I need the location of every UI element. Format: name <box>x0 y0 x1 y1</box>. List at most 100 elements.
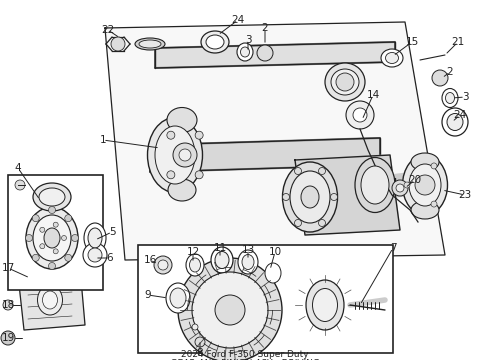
Ellipse shape <box>301 186 319 208</box>
Ellipse shape <box>355 158 395 212</box>
Circle shape <box>294 167 301 175</box>
Ellipse shape <box>283 162 338 232</box>
Ellipse shape <box>167 108 197 132</box>
Circle shape <box>392 180 408 196</box>
Ellipse shape <box>265 263 281 283</box>
Ellipse shape <box>88 228 102 248</box>
Circle shape <box>257 45 273 61</box>
Ellipse shape <box>306 280 344 330</box>
Ellipse shape <box>43 291 57 309</box>
Circle shape <box>195 131 203 139</box>
Circle shape <box>65 254 72 261</box>
Ellipse shape <box>170 288 186 308</box>
Circle shape <box>179 149 191 161</box>
Ellipse shape <box>331 69 359 95</box>
Ellipse shape <box>166 283 190 313</box>
Ellipse shape <box>361 166 389 204</box>
Text: 1: 1 <box>99 135 106 145</box>
Ellipse shape <box>445 93 455 104</box>
Ellipse shape <box>38 285 63 315</box>
Ellipse shape <box>290 171 330 223</box>
Ellipse shape <box>241 47 249 57</box>
Polygon shape <box>105 22 445 260</box>
Circle shape <box>25 234 32 242</box>
Ellipse shape <box>84 223 106 253</box>
Ellipse shape <box>411 153 439 171</box>
Ellipse shape <box>168 179 196 201</box>
Circle shape <box>283 194 290 201</box>
Text: 24: 24 <box>453 110 466 120</box>
Circle shape <box>167 171 175 179</box>
Circle shape <box>49 207 55 213</box>
Text: 15: 15 <box>405 37 418 47</box>
Text: 6: 6 <box>107 253 113 263</box>
Circle shape <box>396 184 404 192</box>
Circle shape <box>88 248 102 262</box>
Text: 7: 7 <box>390 243 396 253</box>
Polygon shape <box>155 42 395 68</box>
Circle shape <box>173 143 197 167</box>
Circle shape <box>330 194 338 201</box>
Circle shape <box>432 70 448 86</box>
Ellipse shape <box>215 252 229 269</box>
Text: 16: 16 <box>144 255 157 265</box>
Circle shape <box>353 108 367 122</box>
Circle shape <box>40 227 45 232</box>
Ellipse shape <box>206 35 224 49</box>
Circle shape <box>195 171 203 179</box>
Circle shape <box>83 243 107 267</box>
Ellipse shape <box>211 247 233 273</box>
Ellipse shape <box>381 49 403 67</box>
Text: 2: 2 <box>262 23 269 33</box>
Ellipse shape <box>442 108 468 136</box>
Circle shape <box>32 254 39 261</box>
Ellipse shape <box>44 228 60 248</box>
Polygon shape <box>295 155 400 235</box>
Text: 17: 17 <box>1 263 15 273</box>
Ellipse shape <box>402 155 447 215</box>
Ellipse shape <box>186 254 204 276</box>
Text: 2: 2 <box>447 67 453 77</box>
Ellipse shape <box>33 183 71 211</box>
Circle shape <box>318 167 325 175</box>
Circle shape <box>294 220 301 226</box>
Circle shape <box>40 244 45 249</box>
Circle shape <box>65 215 72 222</box>
Circle shape <box>15 180 25 190</box>
Text: 24: 24 <box>231 15 245 25</box>
Circle shape <box>431 163 437 169</box>
Circle shape <box>192 272 268 348</box>
Circle shape <box>195 337 205 347</box>
Circle shape <box>158 260 168 270</box>
Text: 11: 11 <box>213 243 227 253</box>
Circle shape <box>192 324 198 330</box>
Text: 22: 22 <box>101 25 115 35</box>
Text: 4: 4 <box>15 163 21 173</box>
Text: 21: 21 <box>451 37 465 47</box>
Circle shape <box>431 201 437 207</box>
Ellipse shape <box>201 31 229 53</box>
Circle shape <box>346 101 374 129</box>
Text: 14: 14 <box>367 90 380 100</box>
Circle shape <box>167 131 175 139</box>
Text: 3: 3 <box>462 92 468 102</box>
Ellipse shape <box>26 207 78 269</box>
Ellipse shape <box>139 40 161 48</box>
Ellipse shape <box>442 89 458 108</box>
Ellipse shape <box>238 250 258 274</box>
Circle shape <box>1 331 15 345</box>
Bar <box>138 245 393 353</box>
Text: 8: 8 <box>196 348 203 358</box>
Text: 2024 Ford F-350 Super Duty: 2024 Ford F-350 Super Duty <box>181 350 309 359</box>
Polygon shape <box>18 268 85 330</box>
Ellipse shape <box>33 215 71 261</box>
Circle shape <box>53 222 58 227</box>
Text: 12: 12 <box>186 247 199 257</box>
Ellipse shape <box>325 63 365 101</box>
Circle shape <box>178 258 282 360</box>
Circle shape <box>215 295 245 325</box>
Text: 5: 5 <box>109 227 115 237</box>
Circle shape <box>154 256 172 274</box>
Ellipse shape <box>242 255 254 270</box>
Circle shape <box>415 175 435 195</box>
